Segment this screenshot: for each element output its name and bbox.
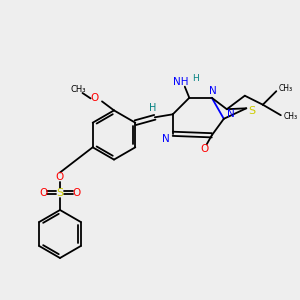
Text: H: H: [192, 74, 199, 83]
Text: O: O: [39, 188, 48, 199]
Text: O: O: [56, 172, 64, 182]
Text: CH₃: CH₃: [283, 112, 298, 121]
Text: N: N: [226, 109, 234, 119]
Text: O: O: [90, 93, 99, 103]
Text: H: H: [149, 103, 156, 113]
Text: CH₃: CH₃: [279, 84, 293, 93]
Text: S: S: [248, 106, 255, 116]
Text: CH₃: CH₃: [70, 85, 86, 94]
Text: O: O: [72, 188, 81, 199]
Text: NH: NH: [173, 77, 189, 87]
Text: N: N: [209, 86, 217, 96]
Text: O: O: [200, 144, 208, 154]
Text: N: N: [162, 134, 170, 144]
Text: S: S: [56, 188, 64, 199]
